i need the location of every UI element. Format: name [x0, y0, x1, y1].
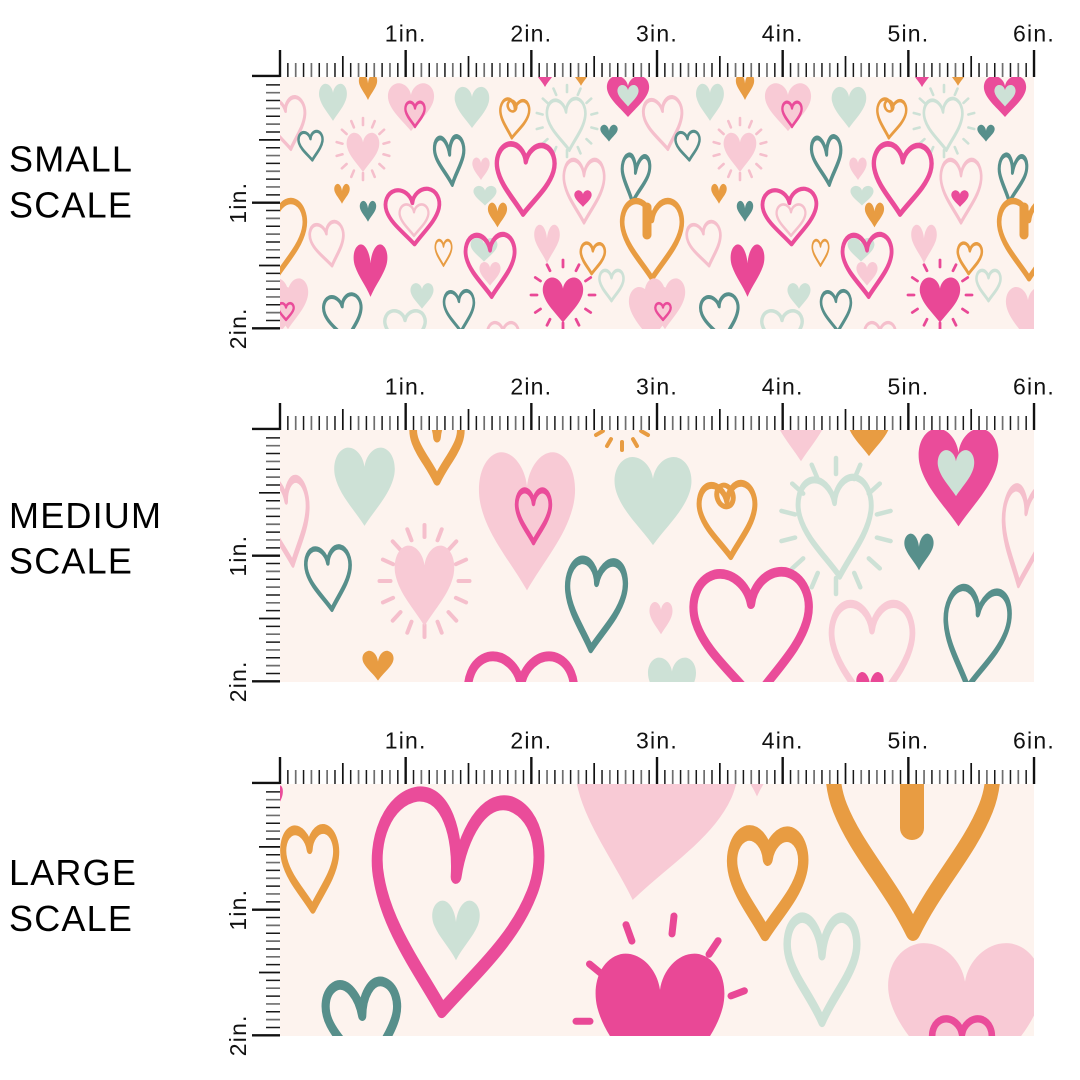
svg-text:5in.: 5in.	[887, 728, 929, 754]
svg-text:1in.: 1in.	[225, 889, 251, 931]
svg-text:6in.: 6in.	[1013, 21, 1055, 47]
svg-text:6in.: 6in.	[1013, 728, 1055, 754]
svg-text:MEDIUM: MEDIUM	[9, 495, 162, 536]
svg-text:1in.: 1in.	[225, 535, 251, 577]
svg-text:SCALE: SCALE	[9, 541, 133, 582]
svg-text:5in.: 5in.	[887, 374, 929, 400]
svg-text:4in.: 4in.	[762, 374, 804, 400]
svg-text:2in.: 2in.	[225, 1014, 251, 1056]
svg-text:1in.: 1in.	[385, 374, 427, 400]
svg-text:3in.: 3in.	[636, 728, 678, 754]
svg-text:3in.: 3in.	[636, 21, 678, 47]
svg-text:LARGE: LARGE	[9, 852, 137, 893]
svg-text:SCALE: SCALE	[9, 898, 133, 939]
svg-text:4in.: 4in.	[762, 21, 804, 47]
svg-text:6in.: 6in.	[1013, 374, 1055, 400]
svg-text:1in.: 1in.	[385, 21, 427, 47]
svg-text:2in.: 2in.	[510, 728, 552, 754]
svg-text:3in.: 3in.	[636, 374, 678, 400]
svg-text:1in.: 1in.	[385, 728, 427, 754]
svg-text:5in.: 5in.	[887, 21, 929, 47]
svg-text:1in.: 1in.	[225, 182, 251, 224]
svg-text:SMALL: SMALL	[9, 139, 133, 180]
svg-text:2in.: 2in.	[225, 660, 251, 702]
svg-text:2in.: 2in.	[510, 374, 552, 400]
svg-text:2in.: 2in.	[225, 307, 251, 349]
svg-text:SCALE: SCALE	[9, 184, 133, 225]
svg-text:2in.: 2in.	[510, 21, 552, 47]
svg-text:4in.: 4in.	[762, 728, 804, 754]
